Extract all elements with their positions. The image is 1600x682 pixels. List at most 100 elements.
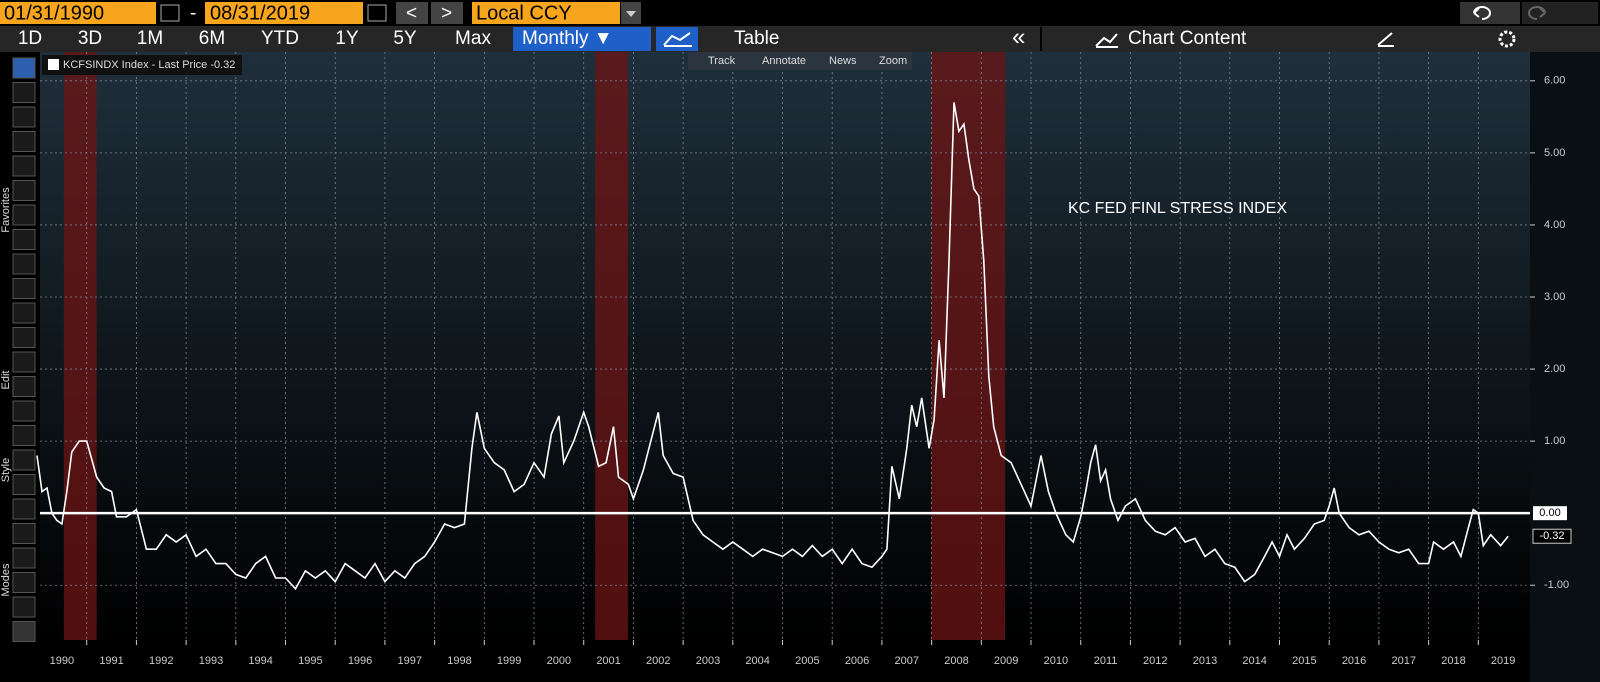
side-label: Style bbox=[0, 458, 12, 482]
tool-icon[interactable] bbox=[12, 474, 36, 495]
x-tick-label: 2019 bbox=[1491, 655, 1515, 667]
x-tick-label: 2004 bbox=[745, 655, 769, 667]
end-date[interactable]: 08/31/2019 bbox=[210, 2, 310, 24]
redo-icon bbox=[1528, 6, 1546, 20]
tool-icon[interactable] bbox=[12, 449, 36, 471]
end-date-box[interactable] bbox=[205, 2, 363, 24]
side-label: Modes bbox=[0, 563, 12, 597]
reference-label-box bbox=[1533, 506, 1567, 521]
tool-icon[interactable] bbox=[12, 106, 36, 128]
chart-tool[interactable]: News bbox=[829, 55, 857, 67]
x-tick-label: 1996 bbox=[348, 655, 372, 667]
x-tick-label: 1990 bbox=[50, 655, 74, 667]
period-button[interactable]: 3D bbox=[78, 28, 102, 49]
period-button[interactable]: 1Y bbox=[335, 28, 359, 49]
tool-icon[interactable] bbox=[12, 596, 36, 618]
calendar-icon[interactable] bbox=[367, 4, 387, 22]
edit-icon[interactable] bbox=[1377, 32, 1394, 47]
collapse-button[interactable]: « bbox=[1012, 23, 1025, 50]
calendar-icon[interactable] bbox=[160, 4, 180, 22]
x-tick-label: 2015 bbox=[1292, 655, 1316, 667]
next-button[interactable] bbox=[431, 2, 463, 24]
frequency-box[interactable] bbox=[513, 27, 651, 51]
reference-label: 0.00 bbox=[1539, 507, 1560, 519]
x-tick-label: 1997 bbox=[398, 655, 422, 667]
frequency[interactable]: Monthly ▼ bbox=[522, 28, 613, 49]
tool-icon[interactable] bbox=[12, 621, 36, 642]
tool-icon[interactable] bbox=[12, 523, 36, 544]
table-button[interactable]: Table bbox=[734, 28, 779, 49]
x-tick-label: 2008 bbox=[944, 655, 968, 667]
x-tick-label: 2016 bbox=[1342, 655, 1366, 667]
x-tick-label: 1993 bbox=[199, 655, 223, 667]
period-button[interactable]: 1D bbox=[18, 28, 42, 49]
x-tick-label: 2006 bbox=[845, 655, 869, 667]
period-button[interactable]: 6M bbox=[199, 28, 225, 49]
tool-icon[interactable] bbox=[12, 278, 36, 299]
period-button[interactable]: 1M bbox=[137, 28, 163, 49]
tool-icon[interactable] bbox=[12, 572, 36, 593]
x-tick-label: 2002 bbox=[646, 655, 670, 667]
period-button[interactable]: 5Y bbox=[393, 28, 417, 49]
separator bbox=[1040, 27, 1042, 51]
x-tick-label: 2013 bbox=[1193, 655, 1217, 667]
prev-button[interactable] bbox=[396, 2, 428, 24]
x-tick-label: 2005 bbox=[795, 655, 819, 667]
tool-icon[interactable] bbox=[12, 400, 36, 422]
x-tick-label: 1995 bbox=[298, 655, 322, 667]
tool-icon[interactable] bbox=[12, 204, 36, 226]
x-tick-label: 2007 bbox=[895, 655, 919, 667]
x-tick-label: 1998 bbox=[447, 655, 471, 667]
tool-icon[interactable] bbox=[12, 180, 36, 201]
tool-icon[interactable] bbox=[12, 547, 36, 569]
tool-icon[interactable] bbox=[12, 376, 36, 397]
chart-content[interactable]: Chart Content bbox=[1128, 28, 1247, 49]
tool-icon[interactable] bbox=[12, 131, 36, 152]
x-tick-label: 1999 bbox=[497, 655, 521, 667]
tool-icon[interactable] bbox=[12, 57, 36, 79]
tool-icon[interactable] bbox=[12, 327, 36, 348]
tool-icon[interactable] bbox=[12, 155, 36, 177]
dash: - bbox=[190, 3, 196, 24]
data-line bbox=[36, 102, 1509, 591]
period-button[interactable]: YTD bbox=[261, 28, 299, 49]
tool-icon[interactable] bbox=[12, 498, 36, 520]
tool-icon[interactable] bbox=[12, 351, 36, 373]
side-label: Edit bbox=[0, 371, 12, 390]
y-tick-label: 2.00 bbox=[1544, 363, 1565, 375]
currency-box[interactable] bbox=[472, 2, 620, 24]
recession-band bbox=[63, 52, 97, 640]
chart-tool[interactable]: Annotate bbox=[762, 55, 806, 67]
start-date-box[interactable] bbox=[0, 2, 156, 24]
tool-icon[interactable] bbox=[12, 253, 36, 275]
currency[interactable]: Local CCY bbox=[476, 2, 572, 24]
y-tick-label: 6.00 bbox=[1544, 75, 1565, 87]
period-bar bbox=[0, 26, 1600, 52]
tool-icon[interactable] bbox=[12, 229, 36, 250]
x-tick-label: 2017 bbox=[1392, 655, 1416, 667]
prev[interactable]: < bbox=[406, 3, 417, 24]
y-tick-label: 5.00 bbox=[1544, 147, 1565, 159]
x-tick-label: 1992 bbox=[149, 655, 173, 667]
tool-icon[interactable] bbox=[12, 425, 36, 446]
tool-icon[interactable] bbox=[12, 302, 36, 324]
undo-icon bbox=[1473, 6, 1491, 20]
chart-tool[interactable]: Track bbox=[708, 55, 736, 67]
x-tick-label: 2000 bbox=[547, 655, 571, 667]
x-tick-label: 1994 bbox=[248, 655, 272, 667]
redo-button[interactable] bbox=[1522, 2, 1598, 24]
plot-area bbox=[40, 52, 1530, 640]
next[interactable]: > bbox=[441, 3, 452, 24]
period-button[interactable]: Max bbox=[455, 28, 491, 49]
tool-icon[interactable] bbox=[12, 82, 36, 103]
x-axis-area bbox=[40, 640, 1530, 682]
y-tick-label: 3.00 bbox=[1544, 291, 1565, 303]
x-tick-label: 2012 bbox=[1143, 655, 1167, 667]
side-label: Favorites bbox=[0, 187, 12, 233]
settings-icon[interactable] bbox=[1498, 30, 1516, 48]
chart-tool[interactable]: Zoom bbox=[879, 55, 907, 67]
legend-text: KCFSINDX Index - Last Price -0.32 bbox=[63, 59, 235, 71]
y-axis-area bbox=[1530, 52, 1600, 682]
start-date[interactable]: 01/31/1990 bbox=[4, 2, 104, 24]
